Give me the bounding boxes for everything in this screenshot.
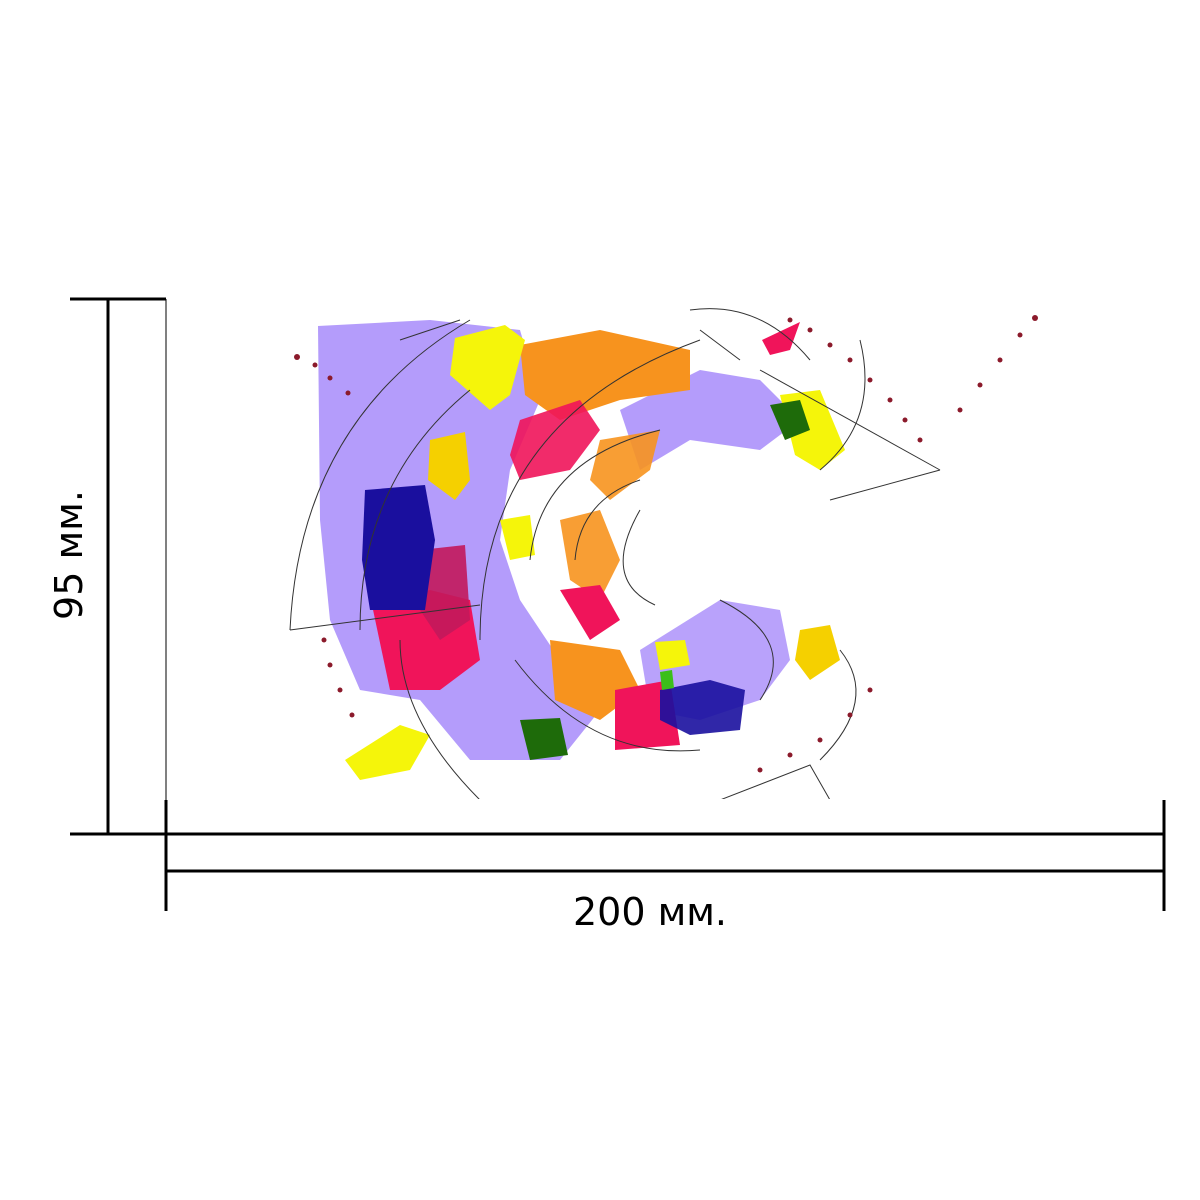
magenta-small (560, 585, 620, 640)
orange-blob-mid (590, 430, 660, 500)
yellow-small-center (500, 515, 535, 560)
circular-outlines (289, 308, 941, 799)
yellow-block-top (450, 325, 525, 410)
product-artwork (166, 299, 1166, 799)
yellow-small-bottom (655, 640, 690, 670)
yellow-block-bottom-right (795, 625, 840, 680)
yellow-block-left (428, 432, 470, 500)
navy-block-bottom (660, 680, 745, 735)
orange-blob-top (520, 330, 690, 420)
green-speck (660, 670, 674, 690)
green-block-bottom (520, 718, 568, 760)
navy-block-left (362, 485, 435, 610)
width-label: 200 мм. (573, 890, 727, 934)
height-label: 95 мм. (47, 490, 91, 620)
orange-blob-left (560, 510, 620, 600)
crimson-block-left (420, 545, 470, 640)
yellow-block-bottom-left (345, 725, 430, 780)
green-block-right (770, 400, 810, 440)
dimension-lines (70, 297, 1166, 911)
magenta-corner (762, 322, 800, 355)
dotted-trails (294, 315, 1038, 773)
lavender-arc-right (620, 370, 800, 470)
magenta-block-upper (510, 400, 600, 480)
